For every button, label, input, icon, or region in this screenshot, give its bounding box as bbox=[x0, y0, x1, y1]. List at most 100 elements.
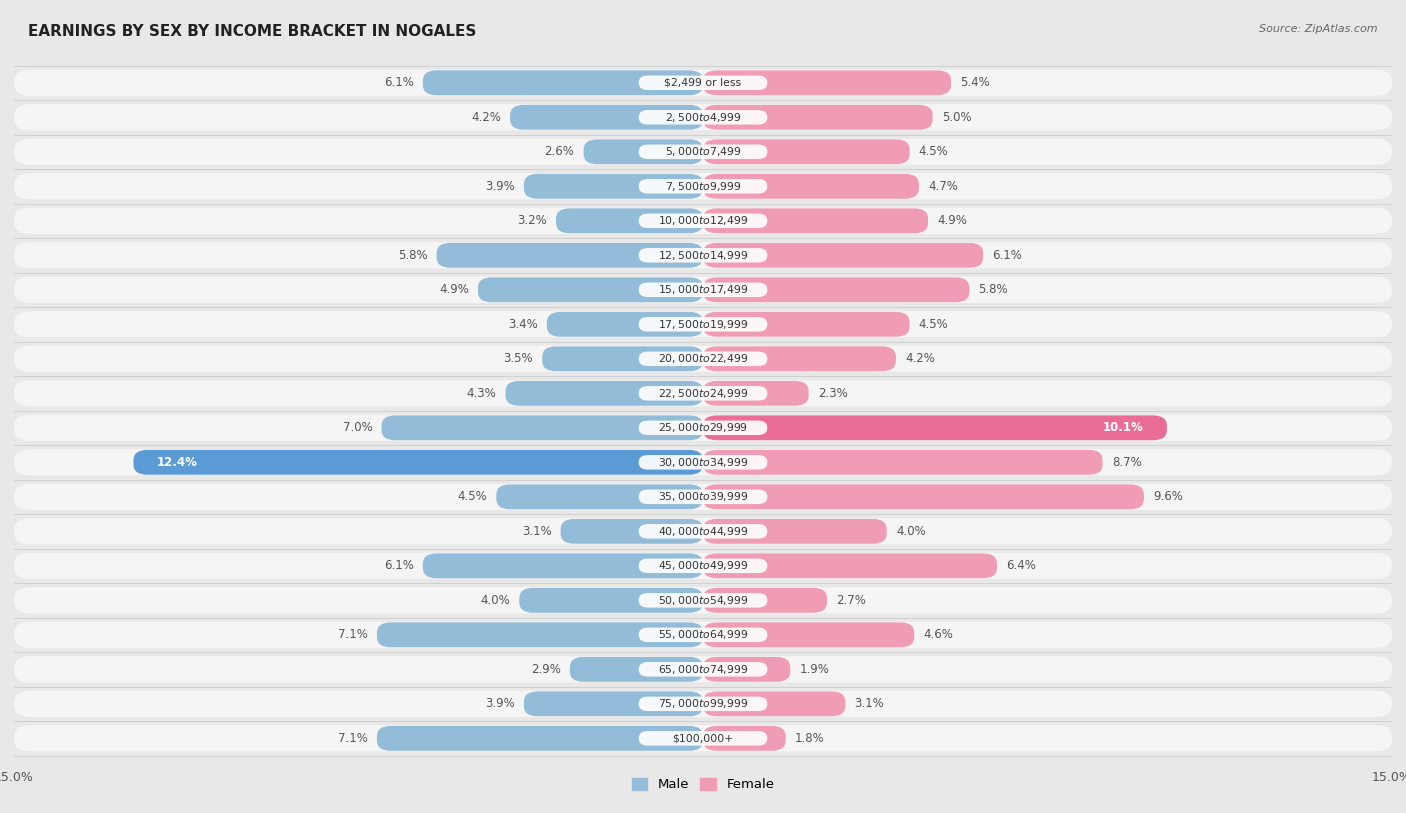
Text: 4.5%: 4.5% bbox=[457, 490, 486, 503]
Text: 5.4%: 5.4% bbox=[960, 76, 990, 89]
Text: 5.8%: 5.8% bbox=[398, 249, 427, 262]
FancyBboxPatch shape bbox=[377, 623, 703, 647]
Text: 3.2%: 3.2% bbox=[517, 215, 547, 228]
FancyBboxPatch shape bbox=[14, 311, 1392, 337]
Text: 4.2%: 4.2% bbox=[905, 352, 935, 365]
FancyBboxPatch shape bbox=[638, 317, 768, 332]
FancyBboxPatch shape bbox=[703, 588, 827, 613]
FancyBboxPatch shape bbox=[638, 559, 768, 573]
Text: $55,000 to $64,999: $55,000 to $64,999 bbox=[658, 628, 748, 641]
FancyBboxPatch shape bbox=[703, 554, 997, 578]
Text: $75,000 to $99,999: $75,000 to $99,999 bbox=[658, 698, 748, 711]
FancyBboxPatch shape bbox=[638, 145, 768, 159]
FancyBboxPatch shape bbox=[14, 207, 1392, 234]
FancyBboxPatch shape bbox=[638, 524, 768, 538]
Text: 7.1%: 7.1% bbox=[337, 628, 368, 641]
FancyBboxPatch shape bbox=[703, 105, 932, 130]
Text: 3.1%: 3.1% bbox=[522, 525, 551, 538]
FancyBboxPatch shape bbox=[381, 415, 703, 440]
FancyBboxPatch shape bbox=[423, 554, 703, 578]
FancyBboxPatch shape bbox=[14, 139, 1392, 165]
FancyBboxPatch shape bbox=[638, 593, 768, 607]
FancyBboxPatch shape bbox=[638, 731, 768, 746]
FancyBboxPatch shape bbox=[437, 243, 703, 267]
FancyBboxPatch shape bbox=[14, 587, 1392, 614]
FancyBboxPatch shape bbox=[638, 697, 768, 711]
Text: 3.4%: 3.4% bbox=[508, 318, 537, 331]
FancyBboxPatch shape bbox=[703, 208, 928, 233]
FancyBboxPatch shape bbox=[638, 214, 768, 228]
Text: 10.1%: 10.1% bbox=[1104, 421, 1144, 434]
Text: 4.3%: 4.3% bbox=[467, 387, 496, 400]
Text: 5.0%: 5.0% bbox=[942, 111, 972, 124]
Text: 6.1%: 6.1% bbox=[384, 559, 413, 572]
FancyBboxPatch shape bbox=[496, 485, 703, 509]
FancyBboxPatch shape bbox=[14, 276, 1392, 303]
FancyBboxPatch shape bbox=[703, 346, 896, 372]
Text: 4.0%: 4.0% bbox=[481, 593, 510, 606]
Text: 3.5%: 3.5% bbox=[503, 352, 533, 365]
FancyBboxPatch shape bbox=[510, 105, 703, 130]
Text: $5,000 to $7,499: $5,000 to $7,499 bbox=[665, 146, 741, 159]
FancyBboxPatch shape bbox=[703, 312, 910, 337]
FancyBboxPatch shape bbox=[583, 139, 703, 164]
Text: 9.6%: 9.6% bbox=[1153, 490, 1182, 503]
Text: 4.2%: 4.2% bbox=[471, 111, 501, 124]
FancyBboxPatch shape bbox=[638, 110, 768, 124]
FancyBboxPatch shape bbox=[703, 657, 790, 682]
Text: 2.9%: 2.9% bbox=[530, 663, 561, 676]
Text: 4.9%: 4.9% bbox=[439, 283, 468, 296]
Text: 7.0%: 7.0% bbox=[343, 421, 373, 434]
FancyBboxPatch shape bbox=[14, 242, 1392, 268]
FancyBboxPatch shape bbox=[14, 173, 1392, 199]
FancyBboxPatch shape bbox=[638, 386, 768, 401]
Text: 6.1%: 6.1% bbox=[384, 76, 413, 89]
FancyBboxPatch shape bbox=[524, 691, 703, 716]
FancyBboxPatch shape bbox=[519, 588, 703, 613]
Text: 4.5%: 4.5% bbox=[920, 146, 949, 159]
FancyBboxPatch shape bbox=[638, 351, 768, 366]
Text: EARNINGS BY SEX BY INCOME BRACKET IN NOGALES: EARNINGS BY SEX BY INCOME BRACKET IN NOG… bbox=[28, 24, 477, 39]
Text: 3.9%: 3.9% bbox=[485, 180, 515, 193]
FancyBboxPatch shape bbox=[506, 381, 703, 406]
Text: $20,000 to $22,499: $20,000 to $22,499 bbox=[658, 352, 748, 365]
FancyBboxPatch shape bbox=[14, 70, 1392, 96]
FancyBboxPatch shape bbox=[547, 312, 703, 337]
FancyBboxPatch shape bbox=[377, 726, 703, 750]
FancyBboxPatch shape bbox=[561, 519, 703, 544]
Text: $22,500 to $24,999: $22,500 to $24,999 bbox=[658, 387, 748, 400]
Text: $7,500 to $9,999: $7,500 to $9,999 bbox=[665, 180, 741, 193]
FancyBboxPatch shape bbox=[478, 277, 703, 302]
FancyBboxPatch shape bbox=[638, 283, 768, 297]
Text: $2,499 or less: $2,499 or less bbox=[665, 78, 741, 88]
FancyBboxPatch shape bbox=[703, 691, 845, 716]
Text: $40,000 to $44,999: $40,000 to $44,999 bbox=[658, 525, 748, 538]
Text: 4.7%: 4.7% bbox=[928, 180, 957, 193]
FancyBboxPatch shape bbox=[703, 450, 1102, 475]
FancyBboxPatch shape bbox=[14, 518, 1392, 545]
FancyBboxPatch shape bbox=[543, 346, 703, 372]
FancyBboxPatch shape bbox=[14, 553, 1392, 579]
FancyBboxPatch shape bbox=[555, 208, 703, 233]
Text: $12,500 to $14,999: $12,500 to $14,999 bbox=[658, 249, 748, 262]
Text: $2,500 to $4,999: $2,500 to $4,999 bbox=[665, 111, 741, 124]
Text: 12.4%: 12.4% bbox=[156, 456, 197, 469]
FancyBboxPatch shape bbox=[703, 277, 969, 302]
Text: 3.9%: 3.9% bbox=[485, 698, 515, 711]
FancyBboxPatch shape bbox=[524, 174, 703, 198]
FancyBboxPatch shape bbox=[14, 380, 1392, 406]
Text: 1.9%: 1.9% bbox=[800, 663, 830, 676]
FancyBboxPatch shape bbox=[638, 489, 768, 504]
FancyBboxPatch shape bbox=[703, 726, 786, 750]
Text: $50,000 to $54,999: $50,000 to $54,999 bbox=[658, 593, 748, 606]
FancyBboxPatch shape bbox=[14, 484, 1392, 510]
FancyBboxPatch shape bbox=[703, 415, 1167, 440]
FancyBboxPatch shape bbox=[703, 174, 920, 198]
FancyBboxPatch shape bbox=[14, 656, 1392, 682]
FancyBboxPatch shape bbox=[638, 179, 768, 193]
FancyBboxPatch shape bbox=[638, 248, 768, 263]
FancyBboxPatch shape bbox=[703, 485, 1144, 509]
FancyBboxPatch shape bbox=[638, 420, 768, 435]
FancyBboxPatch shape bbox=[703, 381, 808, 406]
FancyBboxPatch shape bbox=[638, 76, 768, 90]
